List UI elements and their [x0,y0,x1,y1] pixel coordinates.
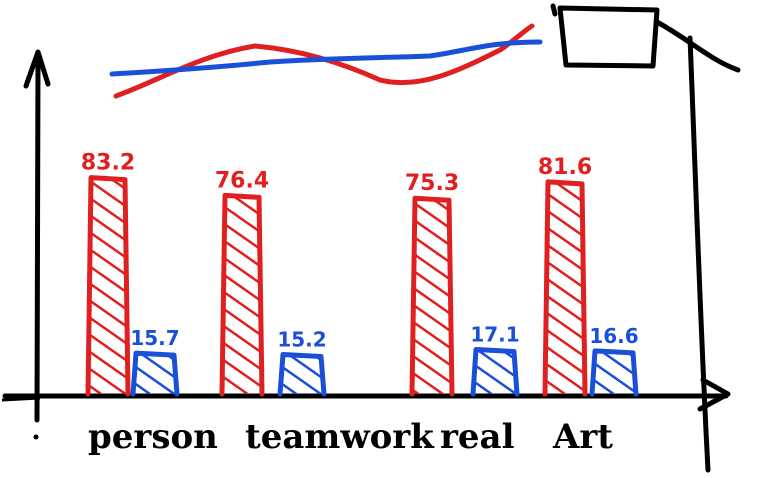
x-axis-arrowhead [697,377,731,412]
series-line-blue [109,39,543,77]
bar-blue-person [133,353,177,394]
bar-outline-red-teamwork [219,192,265,397]
axis-dot [33,434,39,440]
bar-blue-Art [592,350,636,394]
series-line-red [113,23,535,99]
bar-outline-blue-teamwork [277,351,327,397]
axis-origin-tick [1,396,41,402]
bar-outline-blue-real [470,347,520,397]
x-tick-label-Art: Art [552,417,613,457]
bar-outline-red-Art [542,179,588,397]
x-axis [2,392,729,400]
data-label-blue-teamwork: 15.2 [277,327,326,351]
data-label-red-Art: 81.6 [538,155,592,180]
bar-outline-red-real [409,195,455,397]
bar-outline-blue-person [130,350,180,397]
data-label-red-real: 75.3 [405,171,459,196]
bar-blue-teamwork [280,354,324,394]
x-tick-label-person: person [88,417,218,457]
right-frame-line [550,3,741,473]
bar-red-Art [545,181,585,394]
bar-red-real [412,198,452,394]
bar-red-person [88,177,128,394]
x-tick-label-teamwork: teamwork [245,417,435,457]
data-label-red-teamwork: 76.4 [215,168,269,193]
data-label-blue-person: 15.7 [130,326,179,350]
x-tick-label-real: real [440,417,515,457]
data-label-blue-Art: 16.6 [589,324,638,348]
data-label-blue-real: 17.1 [470,323,519,347]
legend-box [557,5,660,69]
bar-outline-red-person [85,175,131,397]
data-label-red-person: 83.2 [81,151,135,176]
y-axis [34,57,41,423]
bar-blue-real [473,349,517,394]
bar-outline-blue-Art [589,348,639,397]
y-axis-arrowhead [23,49,51,89]
bar-red-teamwork [222,195,262,394]
